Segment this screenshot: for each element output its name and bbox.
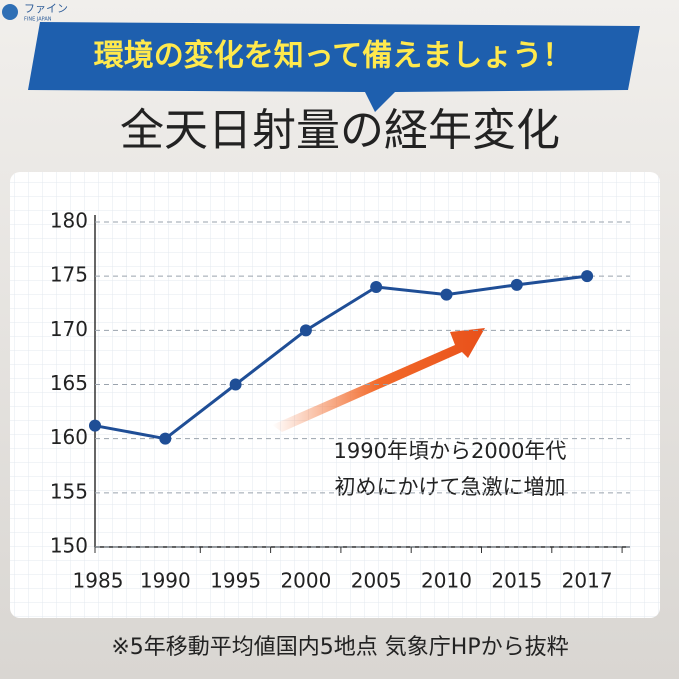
x-tick-label: 2005: [351, 569, 402, 593]
annotation: 1990年頃から2000年代: [334, 439, 567, 463]
data-point: [370, 281, 383, 293]
x-tick-label: 1985: [73, 569, 124, 593]
x-tick-label: 2010: [421, 569, 472, 593]
trend-arrow: [272, 328, 485, 432]
y-tick-label: 180: [50, 209, 88, 233]
banner: [28, 22, 640, 112]
x-tick-label: 1995: [210, 569, 261, 593]
data-point: [89, 419, 101, 432]
y-tick-label: 165: [50, 371, 88, 395]
chart-title: 全天日射量の経年変化: [120, 105, 560, 156]
panel-grid: [10, 172, 660, 618]
footnote: ※5年移動平均値国内5地点 気象庁HPから抜粋: [111, 635, 568, 660]
data-point: [229, 378, 242, 391]
logo: ファイン: [24, 2, 68, 15]
data-point: [510, 278, 523, 291]
annotation: 初めにかけて急激に増加: [335, 475, 566, 499]
y-tick-label: 160: [50, 425, 88, 449]
y-tick-label: 150: [50, 534, 88, 558]
logo-icon: [2, 4, 18, 20]
data-point: [581, 270, 594, 283]
x-tick-label: 2015: [491, 569, 542, 593]
data-point: [299, 324, 312, 337]
data-point: [159, 432, 172, 445]
data-line: [94, 274, 588, 441]
y-tick-label: 170: [50, 317, 88, 341]
banner-text: 環境の変化を知って備えましょう！: [94, 39, 573, 74]
data-point: [440, 288, 453, 301]
y-tick-label: 175: [50, 263, 88, 287]
x-tick-label: 2017: [562, 569, 613, 593]
x-tick-label: 1990: [140, 569, 191, 593]
x-tick-label: 2000: [280, 569, 331, 593]
logo-sub: FINE JAPAN: [24, 17, 52, 23]
y-tick-label: 155: [50, 479, 88, 503]
